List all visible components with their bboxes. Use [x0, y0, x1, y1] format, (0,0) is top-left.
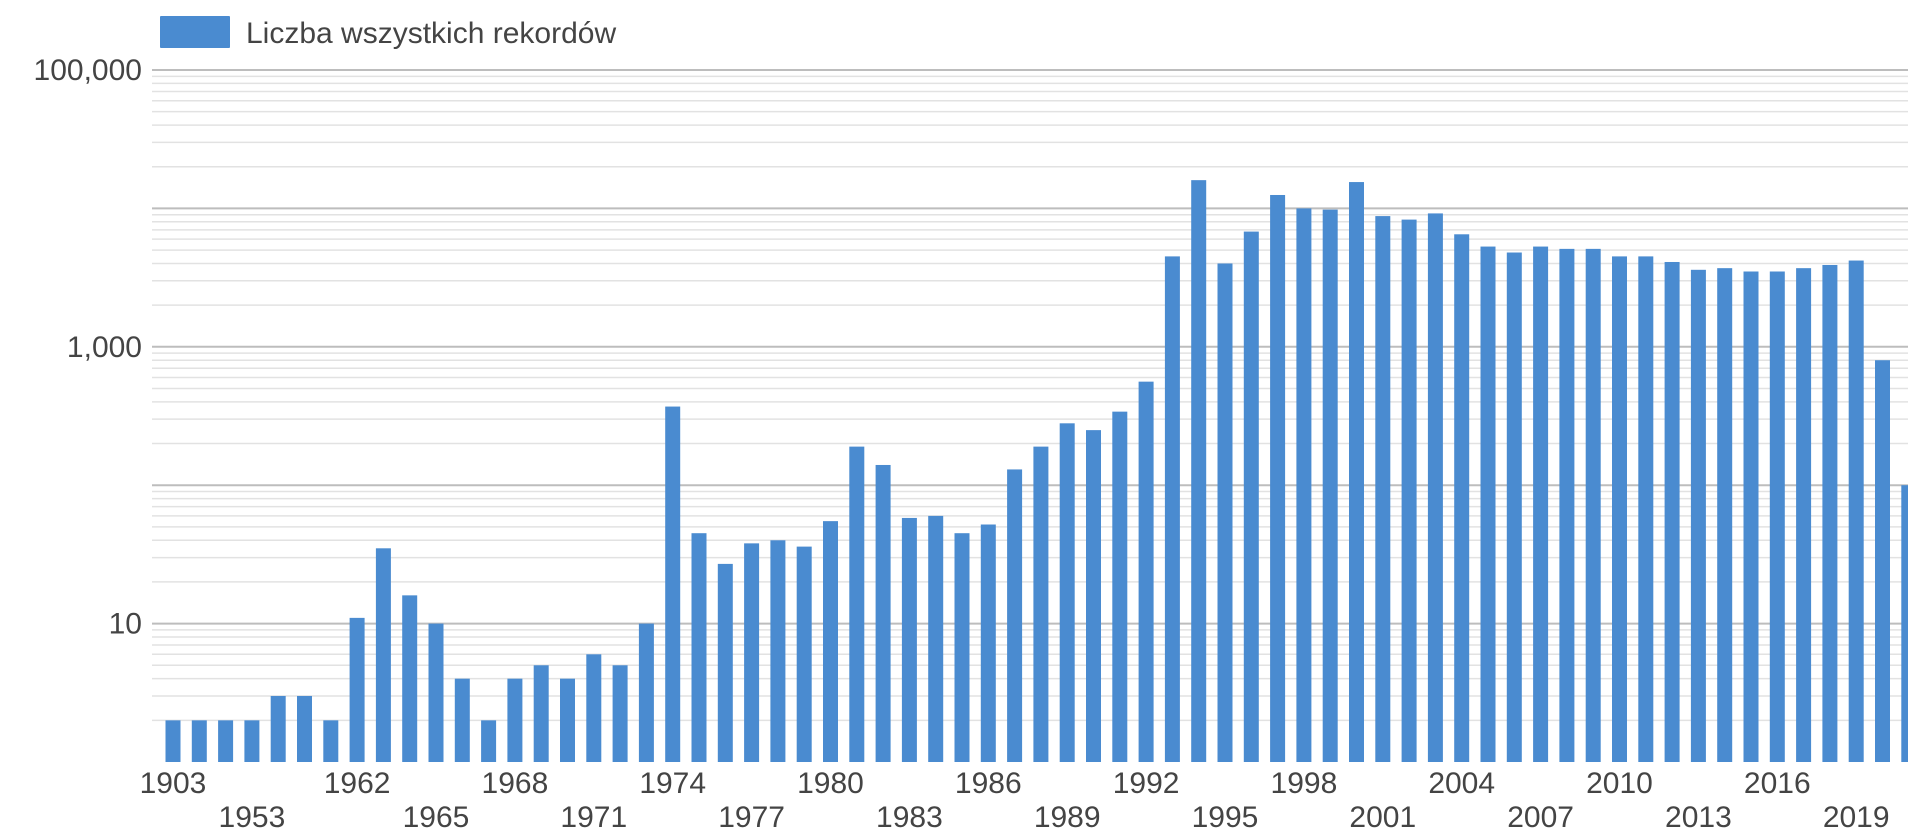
legend-label: Liczba wszystkich rekordów: [246, 17, 616, 50]
y-axis-tick-labels: 100,000 1,000 10: [34, 54, 142, 641]
bar-2009: [1612, 256, 1627, 762]
bar-1972: [638, 623, 654, 762]
x-tick-label: 1998: [1271, 767, 1338, 800]
x-tick-label: 1992: [1113, 767, 1180, 800]
bar-1968: [533, 665, 549, 762]
bar-1984: [954, 533, 970, 762]
x-tick-label: 2019: [1823, 801, 1890, 832]
bar-1987: [1033, 446, 1049, 762]
x-tick-label: 1974: [639, 767, 706, 800]
x-tick-label: 1989: [1034, 801, 1101, 832]
x-tick-label: 1953: [219, 801, 286, 832]
bar-2010: [1638, 256, 1654, 762]
bar-1995: [1243, 231, 1259, 763]
x-tick-label: 2010: [1586, 767, 1653, 800]
bar-1980: [849, 446, 865, 762]
bar-2019: [1875, 360, 1890, 762]
bar-1952: [244, 720, 260, 762]
bar-1966: [481, 720, 497, 762]
bar-1970: [586, 654, 602, 762]
bar-1988: [1059, 423, 1075, 762]
bar-1974: [691, 533, 707, 762]
bar-2000: [1375, 216, 1391, 762]
bar-1977: [770, 540, 786, 762]
bar-1989: [1086, 430, 1101, 762]
x-tick-label: 2007: [1507, 801, 1574, 832]
bar-1973: [665, 406, 681, 762]
x-tick-label: 1983: [876, 801, 943, 832]
bar-1965: [454, 678, 470, 762]
bar-1962: [375, 548, 391, 762]
bar-2012: [1690, 269, 1706, 762]
bar-1991: [1138, 381, 1154, 762]
bar-2006: [1533, 246, 1549, 762]
x-tick-label: 1962: [324, 767, 391, 800]
bars: [165, 180, 1908, 763]
bar-1986: [1007, 469, 1023, 762]
bar-1967: [507, 678, 523, 762]
x-axis-tick-labels: 1903 1953 1962 1965 1968 1971 1974 1977 1980 1983…: [140, 767, 1890, 832]
bar-2004: [1480, 246, 1496, 762]
x-tick-label: 1995: [1192, 801, 1259, 832]
bar-1981: [875, 464, 891, 762]
y-tick-label: 100,000: [34, 54, 142, 87]
bar-1963: [402, 595, 418, 762]
x-tick-label: 2013: [1665, 801, 1732, 832]
bar-2018: [1848, 260, 1864, 762]
bar-1978: [796, 546, 812, 762]
bar-2016: [1796, 268, 1812, 762]
bar-2014: [1743, 271, 1759, 762]
bar-1903: [165, 720, 181, 762]
x-tick-label: 1971: [560, 801, 627, 832]
bar-1969: [560, 678, 575, 762]
x-tick-label: 1977: [718, 801, 785, 832]
y-tick-label: 1,000: [67, 331, 142, 364]
x-tick-label: 1965: [403, 801, 470, 832]
bar-2011: [1664, 261, 1680, 762]
bar-1976: [744, 543, 760, 762]
bar-2003: [1454, 234, 1470, 762]
bar-2008: [1585, 248, 1601, 762]
bar-2002: [1427, 213, 1443, 763]
x-tick-label: 2004: [1428, 767, 1495, 800]
bar-1997: [1296, 208, 1312, 762]
bar-1955: [323, 720, 339, 762]
bar-1954: [297, 695, 312, 762]
bar-1975: [717, 563, 733, 762]
bar-1993: [1191, 180, 1207, 763]
bar-1990: [1112, 411, 1128, 762]
bar-1992: [1164, 256, 1180, 762]
bar-1994: [1217, 263, 1233, 762]
bar-2017: [1822, 264, 1838, 762]
legend-swatch: [160, 16, 230, 48]
bar-1996: [1270, 194, 1286, 762]
bar-1950: [191, 720, 207, 762]
x-tick-label: 2001: [1349, 801, 1416, 832]
bar-1951: [218, 720, 234, 762]
bar-1964: [428, 623, 444, 762]
bar-2015: [1769, 271, 1785, 762]
x-tick-label: 2016: [1744, 767, 1811, 800]
x-tick-label: 1986: [955, 767, 1022, 800]
bar-2007: [1559, 248, 1575, 762]
bar-2001: [1401, 219, 1417, 762]
bar-1985: [980, 524, 996, 762]
bar-1953: [270, 695, 286, 762]
x-tick-label: 1968: [482, 767, 549, 800]
bar-1983: [928, 515, 944, 762]
legend[interactable]: Liczba wszystkich rekordów: [160, 16, 616, 50]
bar-1971: [612, 665, 628, 762]
bar-2005: [1506, 252, 1522, 762]
bar-1961: [349, 617, 365, 762]
bar-1998: [1322, 209, 1338, 762]
y-tick-label: 10: [109, 608, 142, 641]
bar-1982: [901, 517, 917, 762]
bar-2013: [1717, 268, 1733, 762]
x-tick-label: 1903: [140, 767, 207, 800]
bar-1999: [1349, 182, 1364, 762]
bar-2020: [1901, 485, 1908, 762]
bar-1979: [823, 521, 838, 762]
x-tick-label: 1980: [797, 767, 864, 800]
